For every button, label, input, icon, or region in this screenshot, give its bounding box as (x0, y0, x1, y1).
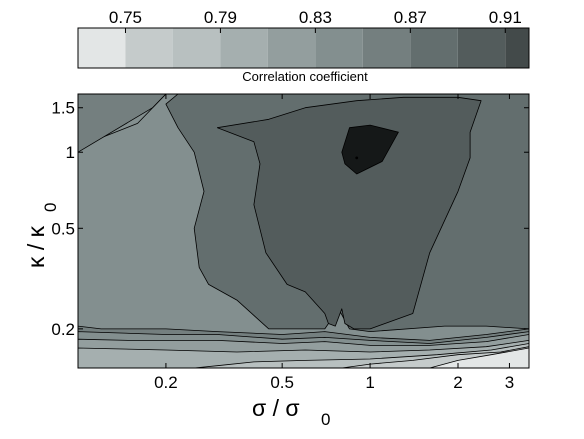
max-point-marker (355, 156, 359, 160)
colorbar-tick-label: 0.83 (299, 8, 332, 27)
colorbar-cell-4 (267, 28, 316, 68)
colorbar-cell-7 (410, 28, 458, 68)
colorbar-tick-label: 0.75 (109, 8, 142, 27)
svg-text:σ / σ: σ / σ (252, 395, 300, 421)
y-tick-label: 0.2 (51, 320, 75, 339)
colorbar-cell-3 (220, 28, 268, 68)
colorbar-cell-5 (315, 28, 363, 68)
y-axis-ticks: 0.2 0.5 1 1.5 (51, 99, 529, 339)
x-tick-label: 2 (453, 373, 462, 392)
x-tick-label: 3 (505, 373, 514, 392)
plot-area: 0.2 0.5 1 2 3 0.2 0.5 1 1.5 (51, 93, 530, 392)
x-tick-label: 0.2 (154, 373, 178, 392)
colorbar-tick-label: 0.91 (489, 8, 522, 27)
plot-frame (77, 93, 530, 369)
svg-text:κ / κ: κ / κ (23, 225, 49, 268)
colorbar-cell-0 (78, 28, 126, 68)
colorbar-cell-6 (362, 28, 411, 68)
colorbar-label: Correlation coefficient (242, 69, 368, 84)
x-axis-label: σ / σ 0 (252, 395, 330, 429)
y-tick-label: 1 (66, 143, 75, 162)
colorbar-cell-8 (457, 28, 506, 68)
svg-text:0: 0 (321, 410, 330, 429)
colorbar-cell-1 (125, 28, 173, 68)
colorbar-cell-9 (505, 28, 529, 68)
contour-region-4 (78, 94, 167, 153)
contour-fills (78, 94, 529, 368)
x-tick-label: 0.5 (270, 373, 294, 392)
x-tick-label: 1 (365, 373, 374, 392)
colorbar: 0.75 0.79 0.83 0.87 0.91 Correlation coeffic… (77, 8, 530, 84)
colorbar-frame (77, 27, 530, 69)
colorbar-tick-label: 0.79 (204, 8, 237, 27)
svg-text:0: 0 (41, 203, 60, 212)
contour-region-7 (341, 124, 399, 175)
y-tick-label: 0.5 (51, 219, 75, 238)
contour-region-6 (216, 96, 482, 330)
colorbar-ticks: 0.75 0.79 0.83 0.87 0.91 (109, 8, 522, 33)
y-axis-label: κ / κ 0 (23, 203, 60, 268)
colorbar-tick-label: 0.87 (394, 8, 427, 27)
colorbar-cell-2 (172, 28, 221, 68)
x-axis-ticks: 0.2 0.5 1 2 3 (154, 94, 514, 392)
contour-region-14 (429, 347, 529, 368)
y-tick-label: 1.5 (51, 99, 75, 118)
colorbar-cells (78, 28, 529, 68)
